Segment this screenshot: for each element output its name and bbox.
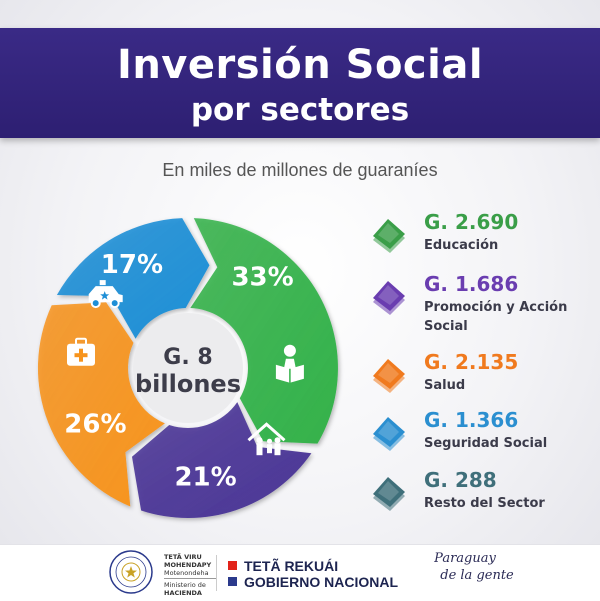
- legend-item-educacion: G. 2.690 Educación: [368, 210, 598, 270]
- ministry-name-es: Ministerio de HACIENDA: [164, 581, 206, 597]
- legend-value: G. 2.135: [424, 350, 519, 374]
- page-title: Inversión Social: [116, 42, 484, 88]
- ministry-line1: TETÃ VIRU: [164, 553, 202, 561]
- percent-label: 26%: [64, 410, 126, 440]
- slogan-logo: Paraguay de la gente: [410, 550, 520, 584]
- slogan-line2: de la gente: [440, 568, 514, 583]
- percent-label: 33%: [231, 263, 293, 293]
- center-label: G. 8: [163, 345, 212, 370]
- slogan-line1: Paraguay: [434, 551, 496, 566]
- legend-item-resto: G. 288 Resto del Sector: [368, 468, 598, 528]
- legend-swatch-shape: [373, 359, 405, 393]
- legend-swatch-icon: [373, 359, 405, 393]
- legend-label: Educación: [424, 238, 499, 253]
- legend-label: Seguridad Social: [424, 436, 548, 451]
- government-logo: TETÃ REKUÁI GOBIERNO NACIONAL: [228, 558, 398, 590]
- swatch-face: [373, 417, 405, 447]
- legend-value: G. 2.690: [424, 210, 519, 234]
- ministry-line3: Motenondeha: [164, 569, 209, 577]
- legend-label: Promoción y Acción Social: [424, 300, 568, 334]
- legend-swatch-icon: [373, 417, 405, 451]
- medical-kit-icon: [67, 337, 95, 366]
- legend-swatch-icon: [373, 281, 405, 315]
- legend-swatch-shape: [373, 281, 405, 315]
- percent-label: 21%: [174, 463, 236, 493]
- legend-item-seguridad: G. 1.366 Seguridad Social: [368, 408, 598, 468]
- legend-item-salud: G. 2.135 Salud: [368, 350, 598, 410]
- legend-item-promocion: G. 1.686 Promoción y Acción Social: [368, 272, 598, 334]
- family-house-icon: [247, 422, 286, 456]
- legend-value: G. 1.366: [424, 408, 519, 432]
- legend-value: G. 288: [424, 468, 497, 492]
- chart-subtitle: En miles de millones de guaraníes: [162, 160, 438, 180]
- center-label: billones: [135, 370, 241, 398]
- swatch-highlight: [378, 421, 399, 441]
- swatch-highlight: [378, 223, 399, 243]
- police-car-icon: [88, 280, 123, 309]
- national-seal-icon: [109, 550, 153, 594]
- page-title-line2: por sectores: [190, 92, 410, 128]
- gov-line1: TETÃ REKUÁI: [244, 558, 339, 574]
- legend-swatch-icon: [373, 219, 405, 253]
- footer-divider: [216, 555, 217, 591]
- swatch-face: [373, 281, 405, 311]
- legend-label: Resto del Sector: [424, 496, 545, 511]
- blue-square-icon: [228, 577, 237, 586]
- swatch-highlight: [378, 285, 399, 305]
- donut-center: [133, 313, 243, 423]
- title-banner: Inversión Social por sectores: [0, 28, 600, 138]
- legend-label: Salud: [424, 378, 466, 393]
- gov-line2: GOBIERNO NACIONAL: [244, 574, 398, 590]
- red-square-icon: [228, 561, 237, 570]
- swatch-highlight: [378, 363, 399, 383]
- swatch-highlight: [378, 481, 399, 501]
- reading-person-icon: [275, 344, 304, 383]
- ministry-name: TETÃ VIRU MOHENDAPY Motenondeha: [164, 553, 211, 577]
- legend-value: G. 1.686: [424, 272, 519, 296]
- ministry-line5: HACIENDA: [164, 589, 202, 597]
- legend-swatch-icon: [373, 477, 405, 511]
- swatch-face: [373, 359, 405, 389]
- legend-swatch-shape: [373, 477, 405, 511]
- footer: TETÃ VIRU MOHENDAPY Motenondeha Minister…: [0, 544, 600, 601]
- ministry-line2: MOHENDAPY: [164, 561, 212, 569]
- slice-promoci-n-y-acci-n-social: [132, 402, 312, 519]
- ministry-line4: Ministerio de: [164, 581, 206, 589]
- legend-swatch-shape: [373, 417, 405, 451]
- swatch-face: [373, 219, 405, 249]
- slice-educaci-n: [190, 218, 338, 444]
- percent-label: 17%: [101, 250, 163, 280]
- swatch-face: [373, 477, 405, 507]
- legend-swatch-shape: [373, 219, 405, 253]
- ministry-divider: [164, 578, 216, 579]
- slice-seguridad-social: [56, 218, 210, 339]
